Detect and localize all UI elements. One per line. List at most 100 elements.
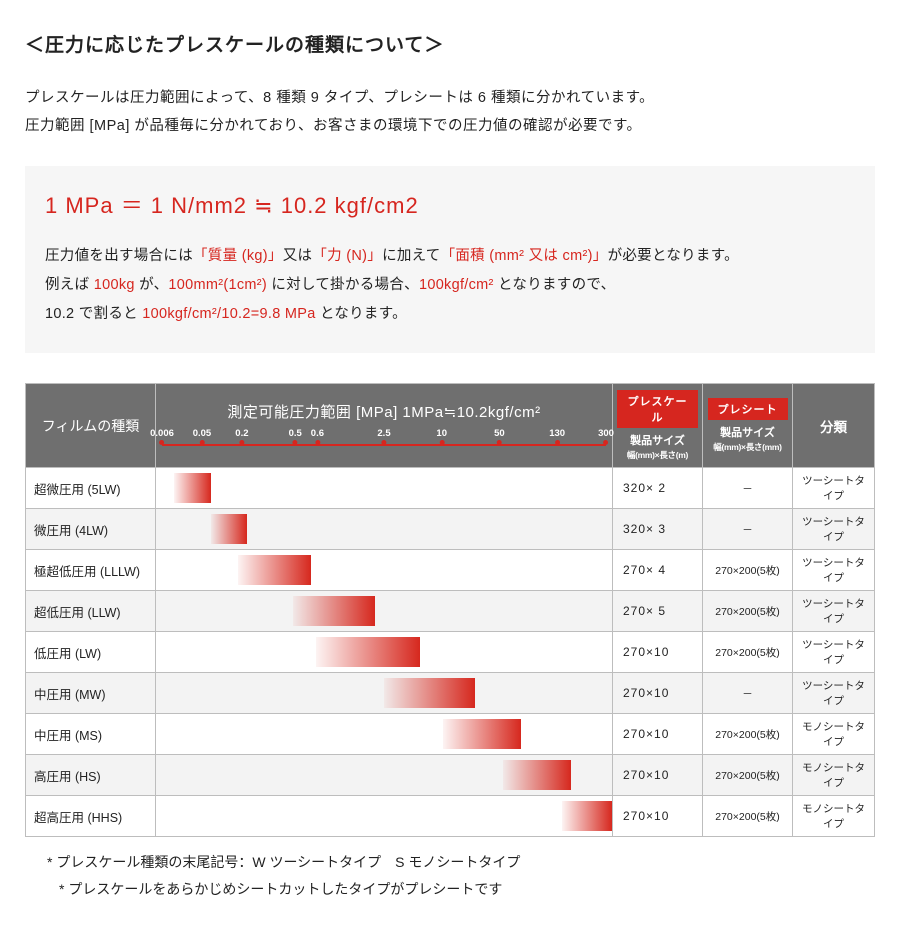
intro-line-2: 圧力範囲 [MPa] が品種毎に分かれており、お客さまの環境下での圧力値の確認が… xyxy=(25,113,875,141)
range-bar xyxy=(316,637,421,667)
text: 例えば xyxy=(45,277,94,293)
prescale-size: 270×10 xyxy=(613,632,703,673)
table-row: 中圧用 (MS) 270×10270×200(5枚)モノシートタイプ xyxy=(26,714,875,755)
film-name: 中圧用 (MS) xyxy=(26,714,156,755)
footnote-2: * プレスケールをあらかじめシートカットしたタイプがプレシートです xyxy=(47,876,875,903)
col-presheet: プレシート 製品サイズ 幅(mm)×長さ(mm) xyxy=(703,384,793,468)
range-cell xyxy=(156,673,613,714)
film-name: 超微圧用 (5LW) xyxy=(26,468,156,509)
table-row: 超微圧用 (5LW) 320× 2－ツーシートタイプ xyxy=(26,468,875,509)
range-cell xyxy=(156,509,613,550)
text: に加えて xyxy=(382,248,440,264)
text: に対して掛かる場合、 xyxy=(267,277,419,293)
scale-tick: 130 xyxy=(549,428,565,445)
scale-tick: 0.05 xyxy=(193,428,212,445)
page-title: ＜圧力に応じたプレスケールの種類について＞ xyxy=(25,30,875,57)
prescale-size: 270×10 xyxy=(613,796,703,837)
class-type: ツーシートタイプ xyxy=(793,673,875,714)
film-name: 低圧用 (LW) xyxy=(26,632,156,673)
intro-line-1: プレスケールは圧力範囲によって、8 種類 9 タイプ、プレシートは 6 種類に分… xyxy=(25,85,875,113)
formula-line-3: 10.2 で割ると 100kgf/cm²/10.2=9.8 MPa となります。 xyxy=(45,300,855,329)
text-red: 100kgf/cm²/10.2=9.8 MPa xyxy=(142,306,315,322)
range-cell xyxy=(156,468,613,509)
text-red: 100kg xyxy=(94,277,135,293)
footnote-1: * プレスケール種類の末尾記号：W ツーシートタイプ S モノシートタイプ xyxy=(47,849,875,876)
prescale-size: 270×10 xyxy=(613,755,703,796)
col-range: 測定可能圧力範囲 [MPa] 1MPa≒10.2kgf/cm² 0.0060.0… xyxy=(156,384,613,468)
class-type: モノシートタイプ xyxy=(793,755,875,796)
scale-tick: 2.5 xyxy=(377,428,390,445)
class-type: ツーシートタイプ xyxy=(793,509,875,550)
text-red: 100kgf/cm² xyxy=(419,277,494,293)
range-cell xyxy=(156,755,613,796)
formula-box: 1 MPa ＝ 1 N/mm2 ≒ 10.2 kgf/cm2 圧力値を出す場合に… xyxy=(25,166,875,353)
prescale-size: 270× 4 xyxy=(613,550,703,591)
text: が、 xyxy=(135,277,169,293)
prescale-size: 270×10 xyxy=(613,673,703,714)
range-cell xyxy=(156,632,613,673)
prescale-size: 270× 5 xyxy=(613,591,703,632)
presheet-size: － xyxy=(703,673,793,714)
text: となりますので、 xyxy=(494,277,616,293)
range-cell xyxy=(156,714,613,755)
film-name: 高圧用 (HS) xyxy=(26,755,156,796)
presheet-size: 270×200(5枚) xyxy=(703,714,793,755)
range-scale: 0.0060.050.20.50.62.51050130300 xyxy=(162,428,606,452)
col-prescale: プレスケール 製品サイズ 幅(mm)×長さ(m) xyxy=(613,384,703,468)
film-name: 超低圧用 (LLW) xyxy=(26,591,156,632)
film-name: 極超低圧用 (LLLW) xyxy=(26,550,156,591)
range-bar xyxy=(384,678,475,708)
presheet-size: － xyxy=(703,509,793,550)
col-class: 分類 xyxy=(793,384,875,468)
class-type: ツーシートタイプ xyxy=(793,591,875,632)
size-subhead: 製品サイズ xyxy=(617,432,698,448)
scale-tick: 10 xyxy=(436,428,447,445)
table-row: 微圧用 (4LW)320× 3－ツーシートタイプ xyxy=(26,509,875,550)
scale-tick: 0.006 xyxy=(150,428,174,445)
formula-line-2: 例えば 100kg が、100mm²(1cm²) に対して掛かる場合、100kg… xyxy=(45,271,855,300)
class-type: モノシートタイプ xyxy=(793,714,875,755)
class-type: ツーシートタイプ xyxy=(793,468,875,509)
prescale-badge: プレスケール xyxy=(617,390,698,428)
presheet-size: 270×200(5枚) xyxy=(703,632,793,673)
scale-tick: 0.5 xyxy=(289,428,302,445)
scale-tick: 50 xyxy=(494,428,505,445)
size-subhead2: 幅(mm)×長さ(m) xyxy=(617,449,698,461)
text-red: 「力 (N)」 xyxy=(312,248,382,264)
range-bar xyxy=(293,596,375,626)
presheet-size: 270×200(5枚) xyxy=(703,796,793,837)
intro-block: プレスケールは圧力範囲によって、8 種類 9 タイプ、プレシートは 6 種類に分… xyxy=(25,85,875,140)
range-bar xyxy=(562,801,612,831)
presheet-size: 270×200(5枚) xyxy=(703,591,793,632)
table-row: 極超低圧用 (LLLW)270× 4270×200(5枚)ツーシートタイプ xyxy=(26,550,875,591)
col-film: フィルムの種類 xyxy=(26,384,156,468)
text: 圧力値を出す場合には xyxy=(45,248,193,264)
text: となります。 xyxy=(316,306,407,322)
presheet-size: － xyxy=(703,468,793,509)
presheet-badge: プレシート xyxy=(708,398,788,420)
text: が必要となります。 xyxy=(608,248,739,264)
size-subhead: 製品サイズ xyxy=(707,424,788,440)
text-red: 「面積 (mm² 又は cm²)」 xyxy=(441,248,608,264)
formula-main: 1 MPa ＝ 1 N/mm2 ≒ 10.2 kgf/cm2 xyxy=(45,188,855,220)
presheet-size: 270×200(5枚) xyxy=(703,550,793,591)
range-bar xyxy=(238,555,311,585)
range-title: 測定可能圧力範囲 [MPa] 1MPa≒10.2kgf/cm² xyxy=(162,401,606,422)
footnotes: * プレスケール種類の末尾記号：W ツーシートタイプ S モノシートタイプ * … xyxy=(25,849,875,902)
scale-tick: 0.2 xyxy=(235,428,248,445)
table-row: 超高圧用 (HHS)270×10270×200(5枚)モノシートタイプ xyxy=(26,796,875,837)
table-row: 中圧用 (MW) 270×10－ツーシートタイプ xyxy=(26,673,875,714)
pressure-table: フィルムの種類 測定可能圧力範囲 [MPa] 1MPa≒10.2kgf/cm² … xyxy=(25,383,875,837)
film-name: 微圧用 (4LW) xyxy=(26,509,156,550)
prescale-size: 320× 2 xyxy=(613,468,703,509)
text-red: 100mm²(1cm²) xyxy=(168,277,267,293)
film-name: 中圧用 (MW) xyxy=(26,673,156,714)
range-bar xyxy=(211,514,247,544)
range-bar xyxy=(174,473,210,503)
table-row: 高圧用 (HS)270×10270×200(5枚)モノシートタイプ xyxy=(26,755,875,796)
prescale-size: 270×10 xyxy=(613,714,703,755)
range-cell xyxy=(156,591,613,632)
scale-tick: 300 xyxy=(598,428,614,445)
class-type: モノシートタイプ xyxy=(793,796,875,837)
scale-tick: 0.6 xyxy=(311,428,324,445)
